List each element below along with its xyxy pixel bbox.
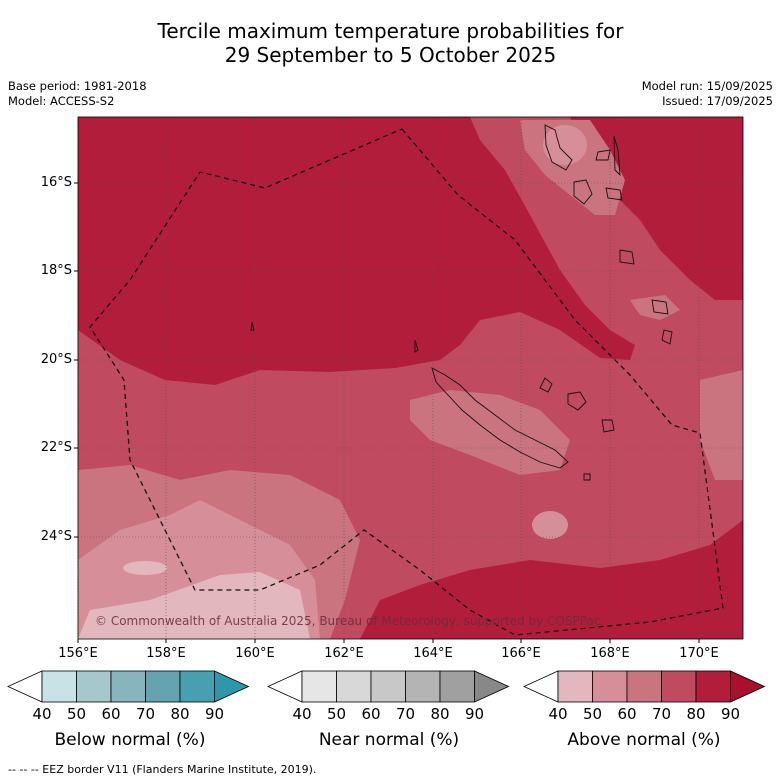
colorbar-near-max-arrow	[474, 670, 510, 703]
colorbar-above-tick: 70	[651, 705, 672, 723]
colorbar-below-tick: 70	[135, 705, 156, 723]
colorbar-above-label: Above normal (%)	[567, 730, 721, 750]
colorbar-below-segment	[76, 670, 112, 703]
colorbar-below-tick: 50	[66, 705, 87, 723]
colorbar-near-segment	[301, 670, 337, 703]
colorbar-above-segment	[695, 670, 731, 703]
lat-label-20s: 20°S	[40, 352, 72, 367]
lon-label-168e: 168°E	[590, 646, 630, 661]
colorbar-below-min-arrow	[7, 670, 43, 703]
eez-footnote: -- -- -- EEZ border V11 (Flanders Marine…	[8, 763, 317, 776]
field-80-90-north	[78, 117, 635, 385]
copyright-notice: © Commonwealth of Australia 2025, Bureau…	[95, 614, 601, 628]
colorbar-above-segment	[661, 670, 697, 703]
colorbar-below-segment	[179, 670, 215, 703]
colorbar-above-tick: 60	[617, 705, 637, 723]
colorbar-near-label: Near normal (%)	[318, 730, 460, 750]
probability-field	[78, 117, 743, 639]
chesterfield-islet	[250, 321, 255, 331]
lat-label-18s: 18°S	[40, 263, 72, 278]
meta-left: Base period: 1981-2018 Model: ACCESS-S2	[8, 79, 147, 109]
colorbar-below-segment	[145, 670, 181, 703]
vanuatu-island-5	[613, 135, 621, 177]
colorbar-below-segment	[41, 670, 77, 703]
colorbar-near-segment	[405, 670, 441, 703]
vanuatu-island-1	[544, 124, 573, 171]
colorbar-near-min-arrow	[267, 670, 303, 703]
colorbar-above-min-arrow	[523, 670, 559, 703]
colorbars	[7, 670, 766, 703]
lon-ticks	[77, 639, 700, 643]
lon-label-156e: 156°E	[58, 646, 98, 661]
island-south	[583, 473, 591, 481]
colorbar-below-label: Below normal (%)	[54, 730, 206, 750]
colorbar-above-segment	[592, 670, 628, 703]
colorbar-near-tick: 50	[326, 705, 347, 723]
colorbar-above-tick: 50	[582, 705, 603, 723]
colorbar-above-tick: 90	[720, 705, 741, 723]
vanuatu-island-3	[595, 149, 611, 161]
colorbar-near-tick: 80	[430, 705, 450, 723]
vanuatu-island-7	[651, 299, 669, 315]
colorbar-near-tick: 60	[361, 705, 381, 723]
eez-border	[89, 128, 724, 636]
coastlines	[250, 124, 673, 481]
field-80-90-south	[360, 520, 743, 639]
vanuatu-island-4	[605, 187, 623, 201]
lon-label-158e: 158°E	[146, 646, 186, 661]
colorbar-above-tick: 80	[686, 705, 706, 723]
lon-label-170e: 170°E	[679, 646, 719, 661]
colorbar-near-tick: 90	[464, 705, 485, 723]
field-40-50-small	[123, 561, 167, 575]
colorbar-above-max-arrow	[730, 670, 766, 703]
map-frame	[77, 116, 744, 640]
meta-right: Model run: 15/09/2025 Issued: 17/09/2025	[642, 79, 773, 109]
model-name: Model: ACCESS-S2	[8, 94, 115, 108]
lon-label-162e: 162°E	[324, 646, 364, 661]
colorbar-below-tick: 80	[170, 705, 190, 723]
base-period: Base period: 1981-2018	[8, 79, 147, 93]
colorbar-below-tick: 60	[101, 705, 121, 723]
colorbar-near-segment	[439, 670, 475, 703]
vanuatu-island-8	[661, 329, 673, 345]
issued-date: Issued: 17/09/2025	[662, 94, 773, 108]
title-line2: 29 September to 5 October 2025	[224, 43, 557, 67]
field-40-50-southwest	[78, 572, 310, 639]
lon-label-160e: 160°E	[235, 646, 275, 661]
field-50-60-vanuatu	[543, 125, 587, 165]
chart-title: Tercile maximum temperature probabilitie…	[0, 19, 781, 67]
colorbar-above-segment	[557, 670, 593, 703]
vanuatu-island-2	[573, 179, 593, 205]
colorbar-below-tick: 40	[32, 705, 52, 723]
colorbar-below-segment	[110, 670, 146, 703]
vanuatu-island-6	[619, 249, 635, 265]
lat-ticks	[74, 182, 78, 538]
colorbar-above-segment	[626, 670, 662, 703]
loyalty-island-1	[539, 377, 553, 393]
reef-1	[414, 339, 419, 353]
title-line1: Tercile maximum temperature probabilitie…	[157, 19, 624, 43]
colorbar-below-tick: 90	[204, 705, 225, 723]
colorbar-above-tick: 40	[548, 705, 568, 723]
lat-label-22s: 22°S	[40, 440, 72, 455]
colorbar-near-segment	[336, 670, 372, 703]
lon-label-166e: 166°E	[501, 646, 541, 661]
field-60-70-east	[700, 370, 743, 480]
lat-label-24s: 24°S	[40, 529, 72, 544]
new-caledonia-island	[431, 367, 569, 469]
model-run: Model run: 15/09/2025	[641, 79, 773, 93]
field-60-70-loyalty	[532, 511, 568, 539]
lon-label-164e: 164°E	[413, 646, 453, 661]
loyalty-island-3	[601, 419, 615, 433]
loyalty-island-2	[567, 391, 587, 411]
colorbar-near-tick: 40	[292, 705, 312, 723]
colorbar-near-segment	[370, 670, 406, 703]
lat-label-16s: 16°S	[40, 175, 72, 190]
colorbar-near-tick: 70	[395, 705, 416, 723]
colorbar-below-max-arrow	[214, 670, 250, 703]
